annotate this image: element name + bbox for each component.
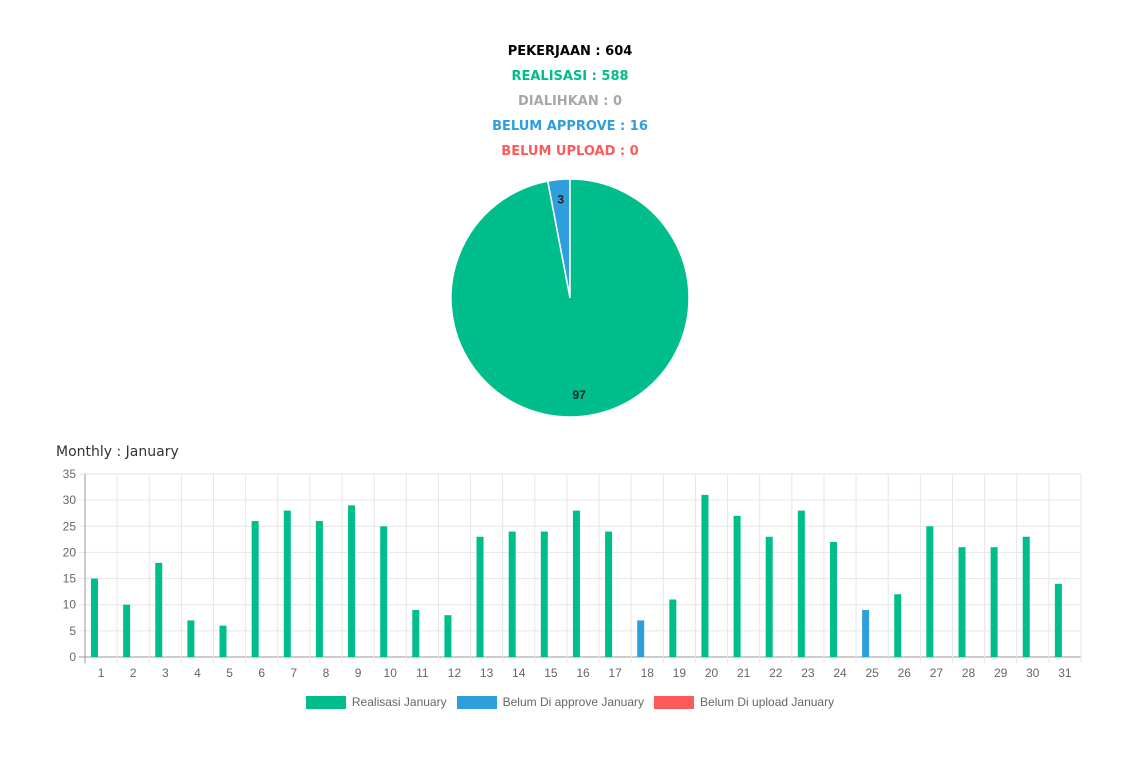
x-tick-label: 23 bbox=[801, 666, 815, 680]
x-tick-label: 21 bbox=[737, 666, 751, 680]
x-tick-label: 24 bbox=[833, 666, 847, 680]
bar-realisasi-16[interactable] bbox=[572, 510, 580, 657]
x-tick-label: 22 bbox=[769, 666, 783, 680]
bar-realisasi-15[interactable] bbox=[540, 531, 548, 657]
bar-realisasi-17[interactable] bbox=[605, 531, 613, 657]
bar-realisasi-7[interactable] bbox=[283, 510, 291, 657]
y-tick-label: 30 bbox=[63, 493, 77, 507]
monthly-title: Monthly : January bbox=[56, 444, 179, 460]
pie-label-1: 3 bbox=[557, 193, 564, 207]
legend-swatch-belum-upload bbox=[654, 695, 695, 709]
summary-belum-approve: BELUM APPROVE : 16 bbox=[492, 119, 648, 134]
legend-label-realisasi: Realisasi January bbox=[351, 695, 447, 709]
bar-realisasi-22[interactable] bbox=[765, 536, 773, 657]
x-tick-label: 11 bbox=[416, 666, 429, 680]
bar-realisasi-8[interactable] bbox=[315, 521, 323, 657]
x-tick-label: 10 bbox=[384, 666, 398, 680]
x-tick-label: 17 bbox=[608, 666, 622, 680]
summary-belum-upload: BELUM UPLOAD : 0 bbox=[501, 144, 639, 159]
x-tick-label: 2 bbox=[130, 666, 137, 680]
x-tick-label: 14 bbox=[512, 666, 526, 680]
legend-item-belum-approve[interactable]: Belum Di approve January bbox=[456, 695, 645, 709]
y-tick-label: 20 bbox=[63, 545, 77, 559]
x-tick-label: 29 bbox=[994, 666, 1008, 680]
x-tick-label: 8 bbox=[323, 666, 330, 680]
legend-label-belum-approve: Belum Di approve January bbox=[502, 695, 645, 709]
bar-realisasi-9[interactable] bbox=[348, 505, 356, 657]
bar-realisasi-12[interactable] bbox=[444, 615, 452, 657]
legend-item-realisasi[interactable]: Realisasi January bbox=[305, 695, 447, 709]
x-tick-label: 4 bbox=[194, 666, 201, 680]
bar-realisasi-28[interactable] bbox=[958, 547, 966, 657]
x-tick-label: 12 bbox=[448, 666, 462, 680]
bar-realisasi-19[interactable] bbox=[669, 599, 677, 657]
x-tick-label: 20 bbox=[705, 666, 719, 680]
bar-realisasi-10[interactable] bbox=[380, 526, 388, 657]
x-tick-label: 9 bbox=[355, 666, 362, 680]
y-tick-label: 35 bbox=[63, 467, 77, 481]
pie-slice-0[interactable] bbox=[450, 178, 690, 418]
bar-realisasi-6[interactable] bbox=[251, 521, 259, 657]
summary-dialihkan: DIALIHKAN : 0 bbox=[518, 94, 622, 109]
summary-panel: PEKERJAAN : 604 REALISASI : 588 DIALIHKA… bbox=[0, 43, 1140, 168]
pie-chart: 3 97 bbox=[450, 178, 690, 418]
y-tick-label: 0 bbox=[69, 650, 76, 664]
summary-realisasi: REALISASI : 588 bbox=[511, 69, 629, 84]
bar-realisasi-11[interactable] bbox=[412, 609, 420, 657]
x-tick-label: 30 bbox=[1026, 666, 1040, 680]
legend-swatch-realisasi bbox=[305, 695, 346, 709]
bar-realisasi-29[interactable] bbox=[990, 547, 998, 657]
x-tick-label: 15 bbox=[544, 666, 558, 680]
bar-realisasi-21[interactable] bbox=[733, 515, 741, 657]
x-tick-label: 13 bbox=[480, 666, 494, 680]
x-tick-label: 25 bbox=[865, 666, 879, 680]
y-tick-label: 25 bbox=[63, 519, 77, 533]
x-tick-label: 16 bbox=[576, 666, 590, 680]
x-tick-label: 19 bbox=[673, 666, 687, 680]
bar-realisasi-30[interactable] bbox=[1022, 536, 1030, 657]
bar-realisasi-20[interactable] bbox=[701, 494, 709, 657]
x-tick-label: 26 bbox=[898, 666, 912, 680]
bar-realisasi-27[interactable] bbox=[926, 526, 934, 657]
bar-realisasi-4[interactable] bbox=[187, 620, 195, 657]
bar-belum-approve-18[interactable] bbox=[637, 620, 645, 657]
legend-label-belum-upload: Belum Di upload January bbox=[700, 695, 835, 709]
y-tick-label: 5 bbox=[69, 624, 76, 638]
bar-chart-legend: Realisasi January Belum Di approve Janua… bbox=[0, 695, 1140, 709]
bar-realisasi-23[interactable] bbox=[797, 510, 805, 657]
x-tick-label: 3 bbox=[162, 666, 169, 680]
y-tick-label: 10 bbox=[63, 598, 77, 612]
legend-swatch-belum-approve bbox=[456, 695, 497, 709]
pie-label-0: 97 bbox=[573, 388, 587, 402]
summary-pekerjaan: PEKERJAAN : 604 bbox=[507, 44, 633, 59]
x-tick-label: 18 bbox=[641, 666, 655, 680]
legend-item-belum-upload[interactable]: Belum Di upload January bbox=[654, 695, 834, 709]
bar-realisasi-31[interactable] bbox=[1054, 583, 1062, 657]
y-tick-label: 15 bbox=[63, 572, 77, 586]
bar-realisasi-2[interactable] bbox=[123, 604, 131, 657]
x-tick-label: 27 bbox=[930, 666, 944, 680]
bar-realisasi-3[interactable] bbox=[155, 562, 163, 657]
x-tick-label: 28 bbox=[962, 666, 976, 680]
bar-realisasi-14[interactable] bbox=[508, 531, 516, 657]
bar-realisasi-1[interactable] bbox=[91, 578, 98, 657]
x-tick-label: 31 bbox=[1058, 666, 1072, 680]
bar-belum-approve-25[interactable] bbox=[862, 609, 870, 657]
bar-realisasi-13[interactable] bbox=[476, 536, 484, 657]
x-tick-label: 5 bbox=[226, 666, 233, 680]
bar-realisasi-24[interactable] bbox=[829, 541, 837, 657]
x-tick-label: 1 bbox=[98, 666, 105, 680]
x-tick-label: 7 bbox=[290, 666, 297, 680]
bar-realisasi-26[interactable] bbox=[894, 594, 902, 657]
x-tick-label: 6 bbox=[258, 666, 265, 680]
bar-realisasi-5[interactable] bbox=[219, 625, 227, 657]
